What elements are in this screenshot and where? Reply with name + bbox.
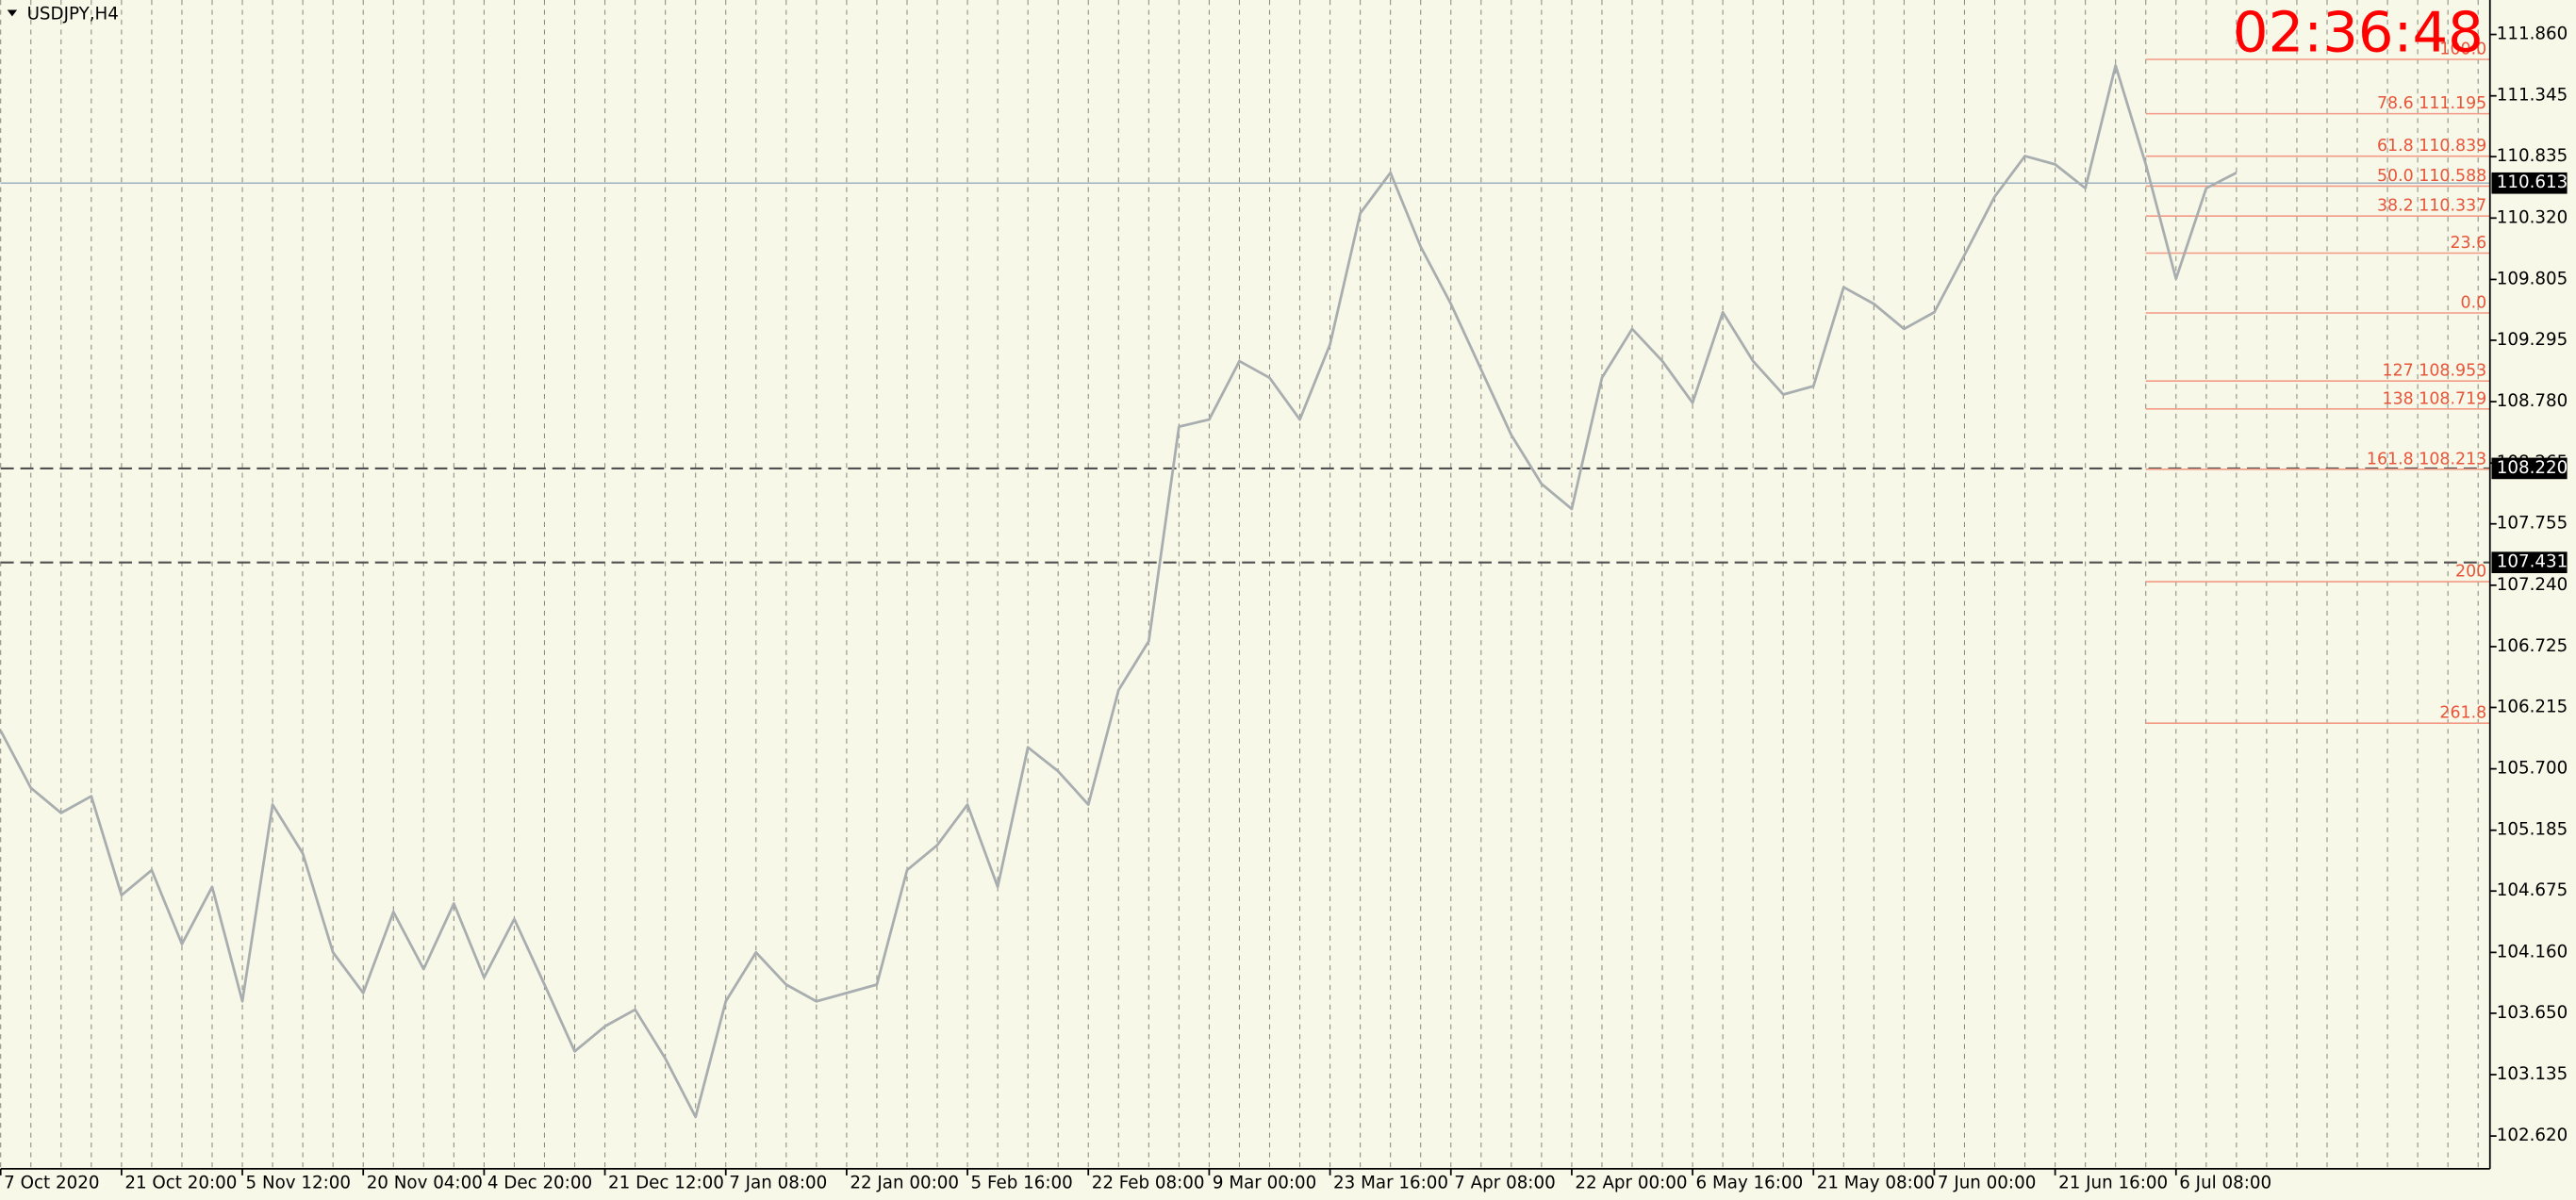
price-line-series [0,64,2237,1119]
x-tick-label: 7 Jan 08:00 [729,1174,827,1193]
chart-title: USDJPY,H4 [27,5,119,25]
fib-label: 0.0 [2461,294,2487,313]
fib-label: 127 108.953 [2383,362,2487,381]
price-box [2491,457,2568,480]
y-tick-label: 104.675 [2497,880,2568,900]
x-tick-label: 21 Dec 12:00 [608,1174,724,1193]
fib-label: 200 [2455,563,2486,582]
x-tick-label: 6 May 16:00 [1696,1174,1804,1193]
y-tick-label: 110.835 [2497,146,2568,166]
y-tick-label: 108.780 [2497,391,2568,411]
x-tick-label: 9 Mar 00:00 [1213,1174,1316,1193]
y-tick-label: 110.320 [2497,207,2568,227]
plot-area: 100.0 78.6 111.195 61.8 110.839 50.0 110.58… [0,41,2490,1119]
fib-label: 138 108.719 [2383,389,2487,408]
y-tick-label: 105.185 [2497,820,2568,840]
y-tick-label: 103.135 [2497,1064,2568,1084]
fib-label: 50.0 110.588 [2377,167,2486,186]
x-tick-label: 7 Apr 08:00 [1454,1174,1555,1193]
y-tick-label: 111.345 [2497,86,2568,106]
price-box-label: 107.431 [2497,552,2568,572]
fib-label: 38.2 110.337 [2377,197,2486,216]
x-tick-label: 22 Feb 08:00 [1092,1174,1205,1193]
x-tick-label: 7 Oct 2020 [4,1174,99,1193]
x-tick-label: 22 Jan 00:00 [850,1174,959,1193]
fib-label: 161.8 108.213 [2367,450,2486,468]
y-tick-label: 107.755 [2497,514,2568,534]
axis-labels: 7 Oct 2020 21 Oct 20:00 5 Nov 12:00 20 Nov … [0,25,2568,1193]
x-tick-label: 4 Dec 20:00 [487,1174,592,1193]
x-tick-label: 7 Jun 00:00 [1938,1174,2036,1193]
y-tick-label: 106.725 [2497,636,2568,656]
x-tick-label: 5 Feb 16:00 [971,1174,1073,1193]
fib-label: 61.8 110.839 [2377,137,2486,156]
y-tick-label: 107.240 [2497,575,2568,595]
menu-arrow[interactable] [7,9,18,17]
fib-label: 23.6 [2450,234,2486,253]
x-tick-label: 21 Jun 16:00 [2058,1174,2168,1193]
y-tick-label: 109.805 [2497,269,2568,288]
clock: 02:36:48 [2233,0,2484,64]
y-tick-label: 106.215 [2497,697,2568,716]
y-tick-label: 109.295 [2497,330,2568,350]
price-box [2491,172,2568,194]
x-tick-label: 6 Jul 08:00 [2179,1174,2271,1193]
y-tick-label: 104.160 [2497,942,2568,962]
y-tick-label: 103.650 [2497,1003,2568,1023]
price-box-label: 110.613 [2497,173,2568,192]
x-tick-label: 21 Oct 20:00 [124,1174,237,1193]
x-tick-label: 21 May 08:00 [1817,1174,1935,1193]
fib-label: 100.0 [2439,41,2486,59]
fib-label: 78.6 111.195 [2377,94,2486,113]
price-box-label: 108.220 [2497,458,2568,478]
x-tick-label: 22 Apr 00:00 [1575,1174,1687,1193]
x-tick-label: 5 Nov 12:00 [246,1174,352,1193]
y-tick-label: 102.620 [2497,1126,2568,1145]
x-tick-label: 23 Mar 16:00 [1333,1174,1448,1193]
grid [0,0,2479,1169]
price-box [2491,551,2568,574]
y-tick-label: 105.700 [2497,759,2568,779]
y-tick-label: 111.860 [2497,25,2568,44]
x-tick-label: 20 Nov 04:00 [367,1174,483,1193]
fib-label: 261.8 [2439,704,2486,723]
